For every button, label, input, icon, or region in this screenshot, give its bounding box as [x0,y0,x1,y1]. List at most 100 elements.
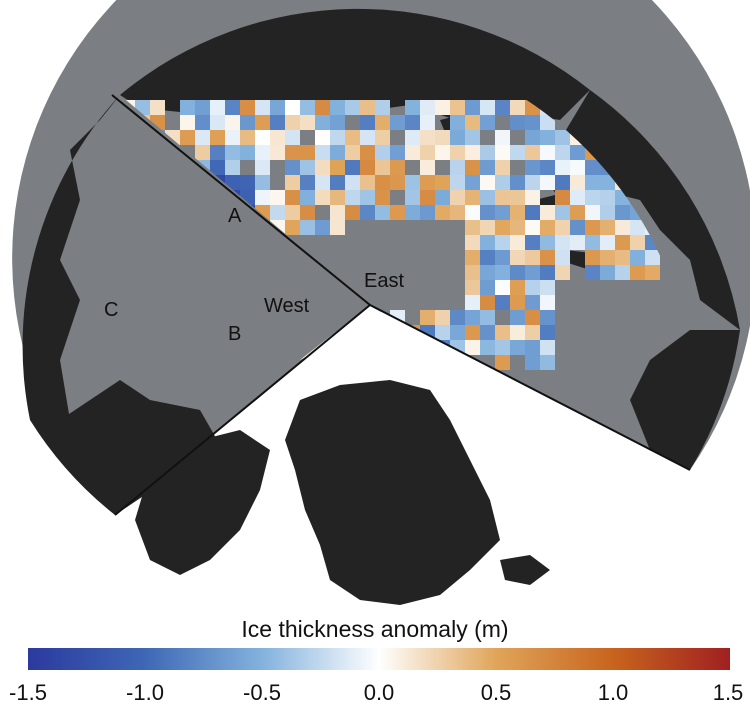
ice-anomaly-cell [465,340,480,355]
ice-anomaly-cell [510,145,525,160]
ice-anomaly-cell [525,205,540,220]
ice-anomaly-cell [390,325,405,340]
ice-anomaly-cell [405,130,420,145]
ice-anomaly-cell [330,205,345,220]
ice-anomaly-cell [495,175,510,190]
ice-anomaly-cell [495,355,510,370]
sector-boundary-west [114,304,371,516]
colorbar: -1.5 -1.0 -0.5 0.0 0.5 1.0 1.5 [9,648,743,705]
ice-anomaly-cell [450,175,465,190]
ice-anomaly-cell [225,100,240,115]
ice-anomaly-cell [450,100,465,115]
ice-anomaly-cell [435,310,450,325]
ice-anomaly-cell [240,115,255,130]
ice-anomaly-cell [270,130,285,145]
ice-anomaly-cell [390,340,405,355]
ice-anomaly-cell [405,190,420,205]
ice-anomaly-cell [315,220,330,235]
archipelago-land [30,380,220,515]
colorbar-gradient [28,648,730,670]
ice-anomaly-cell [330,100,345,115]
ice-anomaly-cell [540,115,555,130]
ice-anomaly-cell [435,325,450,340]
ice-anomaly-cell [480,340,495,355]
ice-anomaly-cell [600,235,615,250]
ice-anomaly-cell [345,340,360,355]
ice-anomaly-cell [150,100,165,115]
ice-anomaly-cell [195,115,210,130]
ice-anomaly-cell [525,250,540,265]
ice-anomaly-cell [555,250,570,265]
ice-anomaly-cell [465,310,480,325]
ice-anomaly-cell [525,325,540,340]
ice-anomaly-cell [330,145,345,160]
ice-anomaly-cell [480,280,495,295]
ice-anomaly-cell [435,100,450,115]
ice-anomaly-cell [630,250,645,265]
ice-anomaly-cell [300,175,315,190]
ice-anomaly-cell [390,145,405,160]
ice-anomaly-cell [420,115,435,130]
ice-anomaly-cell [540,130,555,145]
ice-anomaly-cell [555,160,570,175]
ice-anomaly-cell [615,235,630,250]
ice-anomaly-cell [495,340,510,355]
ice-anomaly-cell [525,115,540,130]
ice-anomaly-cell [315,130,330,145]
ice-anomaly-cell [465,130,480,145]
ice-anomaly-cell [270,115,285,130]
ice-anomaly-cell [300,145,315,160]
ice-anomaly-cell [465,280,480,295]
ice-anomaly-cell [435,355,450,370]
ice-anomaly-cell [345,145,360,160]
ice-anomaly-cell [465,190,480,205]
ice-anomaly-cell [285,115,300,130]
ice-anomaly-cell [375,190,390,205]
arctic-ice-map: A B C West East [12,0,750,605]
ice-anomaly-cell [390,205,405,220]
ice-anomaly-cell [195,145,210,160]
ice-anomaly-cell [315,190,330,205]
ice-anomaly-cell [510,280,525,295]
ice-anomaly-cell [510,115,525,130]
ice-anomaly-cell [525,130,540,145]
ice-anomaly-cell [360,325,375,340]
ice-anomaly-cell [570,160,585,175]
ice-anomaly-cell [300,100,315,115]
sector-boundary-south [369,304,691,471]
ice-anomaly-cell [375,100,390,115]
ice-anomaly-cell [390,175,405,190]
ice-anomaly-cell [330,175,345,190]
ice-anomaly-cell [465,250,480,265]
ice-anomaly-cell [510,325,525,340]
ice-anomaly-cell [375,145,390,160]
ice-anomaly-cell [525,340,540,355]
ice-anomaly-cell [330,130,345,145]
ice-anomaly-cell [540,160,555,175]
ice-anomaly-cell [360,115,375,130]
ice-anomaly-cell [330,355,345,370]
ice-anomaly-cell [510,235,525,250]
ice-anomaly-cell [630,235,645,250]
ice-anomaly-cell [540,265,555,280]
ice-anomaly-cell [315,100,330,115]
ice-anomaly-cell [570,205,585,220]
ice-anomaly-cell [540,235,555,250]
ice-anomaly-cell [255,100,270,115]
ice-anomaly-cell [570,220,585,235]
ice-anomaly-cell [585,265,600,280]
ice-anomaly-cell [330,115,345,130]
colorbar-tick-label: -0.5 [243,680,281,705]
region-label-east: East [364,270,404,292]
ice-anomaly-cell [420,340,435,355]
ice-anomaly-cell [420,175,435,190]
ice-anomaly-cell [495,220,510,235]
ice-anomaly-cell [330,160,345,175]
ice-anomaly-cell [435,130,450,145]
sector-boundary-north [111,94,371,306]
ice-anomaly-cell [345,355,360,370]
ice-anomaly-cell [585,175,600,190]
ice-anomaly-cell [285,160,300,175]
ice-anomaly-cell [450,205,465,220]
ice-anomaly-cell [255,160,270,175]
